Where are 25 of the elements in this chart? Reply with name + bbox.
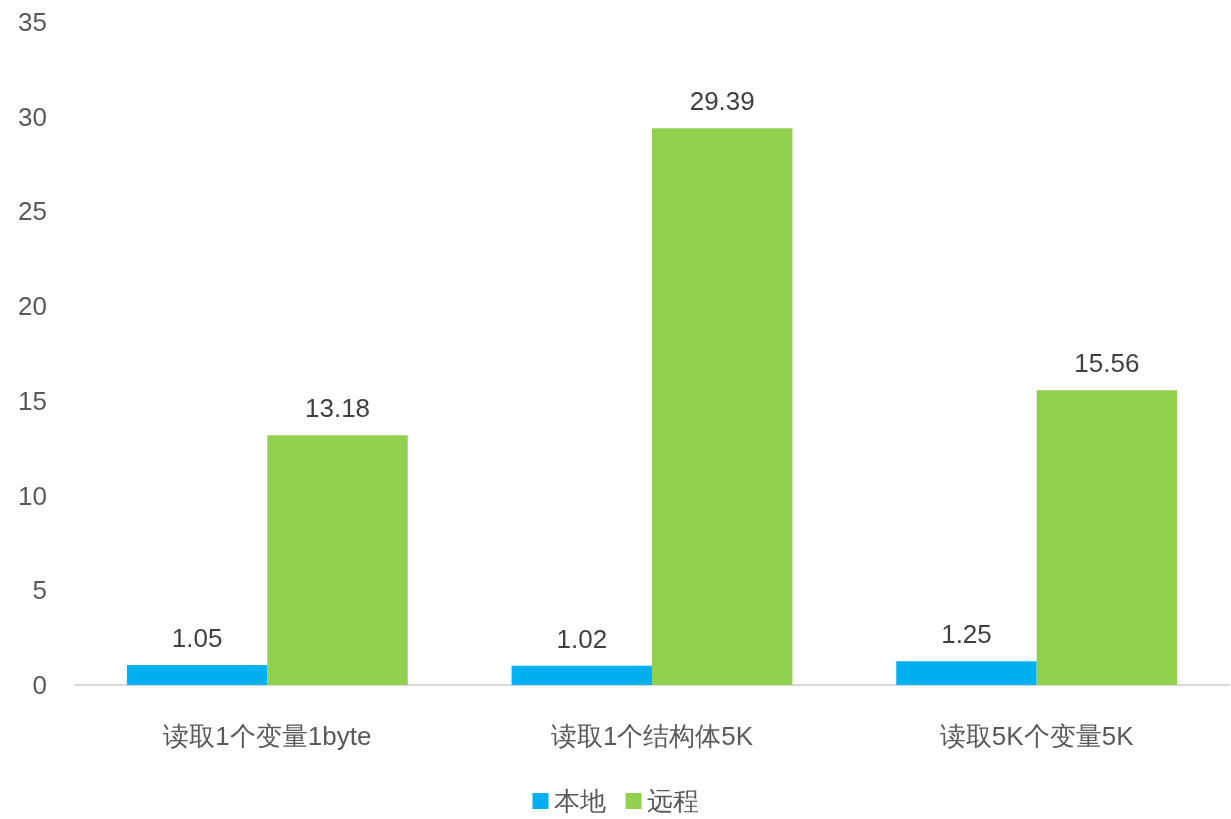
x-tick-label: 读取1个变量1byte xyxy=(163,721,372,751)
bar xyxy=(896,661,1037,685)
y-tick-label: 10 xyxy=(18,480,47,511)
bar xyxy=(1036,390,1178,685)
y-tick-label: 15 xyxy=(18,385,47,416)
data-label: 29.39 xyxy=(689,86,755,117)
y-tick-label: 35 xyxy=(18,7,47,37)
data-label: 1.25 xyxy=(941,619,992,650)
bar xyxy=(652,128,793,685)
legend-label: 本地 xyxy=(553,786,606,816)
bar xyxy=(511,665,652,685)
x-tick-label: 读取1个结构体5K xyxy=(550,721,754,751)
bar xyxy=(126,665,268,685)
y-tick-label: 30 xyxy=(18,101,47,132)
data-label: 1.02 xyxy=(556,623,608,654)
data-label: 13.18 xyxy=(305,393,371,424)
y-tick-label: 25 xyxy=(18,196,47,227)
legend-label: 远程 xyxy=(646,786,699,816)
bar xyxy=(267,435,408,685)
data-label: 1.05 xyxy=(171,623,223,654)
y-tick-label: 5 xyxy=(32,575,47,606)
y-tick-label: 0 xyxy=(32,670,47,700)
x-tick-label: 读取5K个变量5K xyxy=(939,721,1135,751)
y-tick-label: 20 xyxy=(18,291,47,322)
data-label: 15.56 xyxy=(1074,348,1140,379)
